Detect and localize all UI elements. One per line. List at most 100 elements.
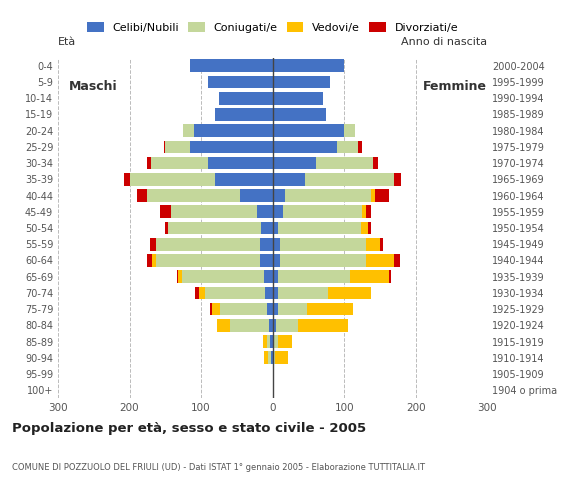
Bar [361,222,368,234]
Bar [368,222,371,234]
Bar [337,141,358,153]
Bar [241,189,273,202]
Bar [171,205,273,218]
Bar [358,141,362,153]
Bar [273,141,337,153]
Bar [344,124,355,137]
Bar [208,76,273,88]
Bar [208,76,273,88]
Bar [273,319,276,332]
Bar [278,270,350,283]
Text: Anno di nascita: Anno di nascita [401,36,487,47]
Bar [260,238,273,251]
Bar [208,76,273,88]
Text: Maschi: Maschi [69,80,117,93]
Text: Popolazione per età, sesso e stato civile - 2005: Popolazione per età, sesso e stato civil… [12,422,366,435]
Bar [215,108,273,121]
Bar [208,76,273,88]
Bar [328,287,371,299]
Bar [273,287,278,299]
Bar [219,92,273,105]
Bar [156,238,273,251]
Bar [147,157,273,169]
Bar [362,205,365,218]
Bar [165,141,273,153]
Bar [273,335,274,348]
Bar [278,222,361,234]
Bar [365,254,394,267]
Bar [129,173,273,186]
Bar [271,351,273,364]
Bar [280,254,365,267]
Bar [278,303,307,315]
Bar [273,157,316,169]
Bar [212,303,273,315]
Bar [273,351,274,364]
Bar [264,351,273,364]
Bar [208,157,273,169]
Bar [350,270,389,283]
Bar [273,92,322,105]
Bar [273,173,305,186]
Bar [178,270,273,283]
Bar [150,238,273,251]
Bar [269,319,273,332]
Bar [219,92,273,105]
Bar [190,141,273,153]
Bar [394,254,400,267]
Bar [263,335,273,348]
Bar [394,173,401,186]
Bar [205,287,273,299]
Text: Età: Età [58,36,76,47]
Bar [183,124,273,137]
Bar [220,303,273,315]
Text: Femmine: Femmine [423,80,487,93]
Bar [307,303,353,315]
Bar [183,124,273,137]
Bar [267,351,273,364]
Bar [211,303,273,315]
Bar [190,60,273,72]
Bar [305,173,394,186]
Bar [195,287,273,299]
Bar [264,351,273,364]
Bar [373,157,379,169]
Bar [273,368,274,380]
Bar [371,189,375,202]
Bar [298,319,348,332]
Bar [164,141,273,153]
Bar [273,222,278,234]
Bar [261,222,273,234]
Bar [380,238,383,251]
Bar [151,157,273,169]
Bar [257,205,273,218]
Bar [273,303,278,315]
Bar [183,124,273,137]
Bar [273,238,280,251]
Bar [273,108,326,121]
Bar [280,238,365,251]
Bar [182,270,273,283]
Bar [316,157,373,169]
Bar [190,60,273,72]
Bar [278,335,292,348]
Bar [365,205,371,218]
Bar [260,254,273,267]
Bar [215,108,273,121]
Bar [273,76,330,88]
Bar [215,108,273,121]
Bar [215,108,273,121]
Bar [284,205,362,218]
Bar [276,319,298,332]
Bar [165,222,273,234]
Bar [190,60,273,72]
Bar [278,287,328,299]
Bar [215,173,273,186]
Bar [168,222,273,234]
Bar [266,287,273,299]
Bar [147,254,273,267]
Bar [273,124,344,137]
Bar [160,205,273,218]
Bar [217,319,273,332]
Bar [273,205,284,218]
